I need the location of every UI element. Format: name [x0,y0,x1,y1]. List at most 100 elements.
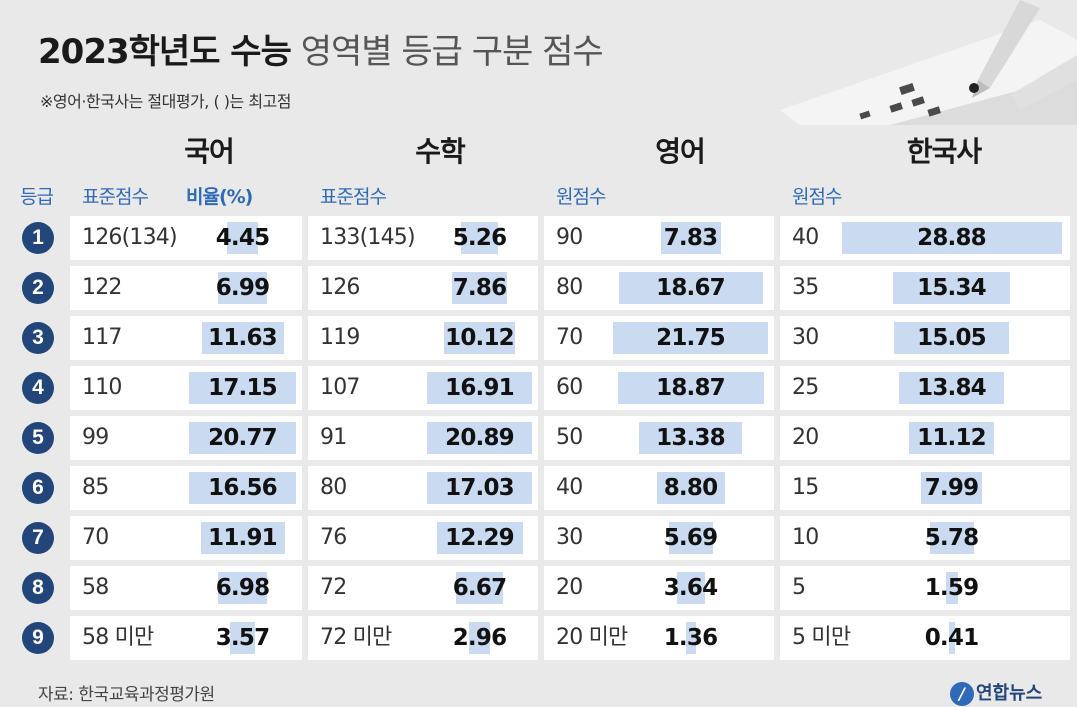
subject-math-cell: 126 7.86 [308,266,538,310]
subject-history-header: 한국사 [906,135,982,168]
subject-korean-cell: 99 20.77 [70,416,302,460]
table-row: 4 110 17.15 107 16.91 60 18.87 25 13.84 [16,366,1070,410]
subject-english-cell: 20 미만 1.36 [544,616,774,660]
ratio-value: 8.80 [663,475,718,501]
subject-math-cell: 107 16.91 [308,366,538,410]
score-value: 10 [792,525,819,550]
subject-korean-cell: 126(134) 4.45 [70,216,302,260]
subject-math-cell: 119 10.12 [308,316,538,360]
score-value: 70 [82,525,109,550]
ratio-value: 5.69 [663,525,718,551]
table-row: 7 70 11.91 76 12.29 30 5.69 10 5.78 [16,516,1070,560]
grade-badge: 2 [22,272,54,304]
ratio-value: 28.88 [917,225,987,251]
subject-history-cell: 10 5.78 [780,516,1070,560]
ratio-bar [202,322,284,354]
ratio-value: 7.86 [452,275,507,301]
grade-column-header: 등급 [20,186,54,208]
ratio-value: 10.12 [445,325,515,351]
subject-korean-header: 국어 [184,135,235,168]
score-value: 20 미만 [556,625,628,650]
ratio-bar [427,422,532,454]
subject-math-cell: 72 6.67 [308,566,538,610]
title-bold: 2023학년도 수능 [38,32,292,72]
ratio-bar [437,522,523,554]
subject-korean-cell: 70 11.91 [70,516,302,560]
ratio-value: 3.57 [215,625,270,651]
subject-math-cell: 91 20.89 [308,416,538,460]
subject-english-cell: 40 8.80 [544,466,774,510]
ratio-value: 13.38 [656,425,726,451]
score-value: 58 [82,575,109,600]
ratio-bar [639,422,742,454]
ratio-bar [686,622,696,654]
ratio-value: 0.41 [924,625,979,651]
ratio-bar [894,322,1009,354]
ratio-bar [201,522,285,554]
ratio-value: 20.89 [445,425,515,451]
subject-history-cell: 30 15.05 [780,316,1070,360]
grade-badge: 7 [22,522,54,554]
score-value: 85 [82,475,109,500]
score-value: 90 [556,225,583,250]
table-row: 2 122 6.99 126 7.86 80 18.67 35 15.34 [16,266,1070,310]
score-value: 122 [82,275,122,300]
table-row: 5 99 20.77 91 20.89 50 13.38 20 11.12 [16,416,1070,460]
subject-korean-cell: 58 미만 3.57 [70,616,302,660]
score-value: 117 [82,325,122,350]
table-row: 8 58 6.98 72 6.67 20 3.64 5 1.59 [16,566,1070,610]
ratio-bar [669,522,713,554]
subject-english-cell: 60 18.87 [544,366,774,410]
score-value: 20 [556,575,583,600]
subject-math-score-header: 표준점수 [320,186,387,208]
ratio-bar [227,222,258,254]
page-title: 2023학년도 수능 영역별 등급 구분 점수 [38,30,758,74]
ratio-value: 17.03 [445,475,515,501]
ratio-value: 12.29 [445,525,515,551]
table-row: 9 58 미만 3.57 72 미만 2.96 20 미만 1.36 5 미만 0.41 [16,616,1070,660]
ratio-bar [427,372,532,404]
score-value: 110 [82,375,122,400]
subject-english-score-header: 원점수 [556,186,606,208]
grade-badge: 3 [22,322,54,354]
ratio-bar [909,422,994,454]
score-value: 20 [792,425,819,450]
ratio-bar [921,472,982,504]
subject-math-cell: 133(145) 5.26 [308,216,538,260]
ratio-bar [456,572,503,604]
subject-math-cell: 72 미만 2.96 [308,616,538,660]
ratio-value: 1.59 [924,575,979,601]
ratio-bar [189,422,296,454]
ratio-bar [189,472,296,504]
ratio-value: 15.34 [917,275,987,301]
ratio-value: 7.99 [924,475,979,501]
ratio-value: 16.91 [445,375,515,401]
subject-korean-cell: 117 11.63 [70,316,302,360]
ratio-value: 6.67 [452,575,507,601]
ratio-value: 2.96 [452,625,507,651]
ratio-bar [469,622,490,654]
grade-badge: 4 [22,372,54,404]
subject-math-cell: 80 17.03 [308,466,538,510]
ratio-bar [949,622,955,654]
subject-history-cell: 5 미만 0.41 [780,616,1070,660]
score-value: 72 [320,575,347,600]
ratio-bar [657,472,725,504]
ratio-value: 3.64 [663,575,718,601]
ratio-bar [618,372,764,404]
ratio-value: 11.12 [917,425,987,451]
score-value: 30 [792,325,819,350]
ratio-bar [452,272,507,304]
ratio-bar [930,522,974,554]
logo-text: 연합뉴스 [976,683,1043,704]
ratio-bar [461,222,498,254]
score-value: 80 [320,475,347,500]
ratio-bar [893,272,1010,304]
subject-english-cell: 50 13.38 [544,416,774,460]
ratio-value: 7.83 [663,225,718,251]
subject-korean-cell: 122 6.99 [70,266,302,310]
subject-history-score-header: 원점수 [792,186,842,208]
subject-english-cell: 70 21.75 [544,316,774,360]
score-value: 25 [792,375,819,400]
score-value: 15 [792,475,819,500]
